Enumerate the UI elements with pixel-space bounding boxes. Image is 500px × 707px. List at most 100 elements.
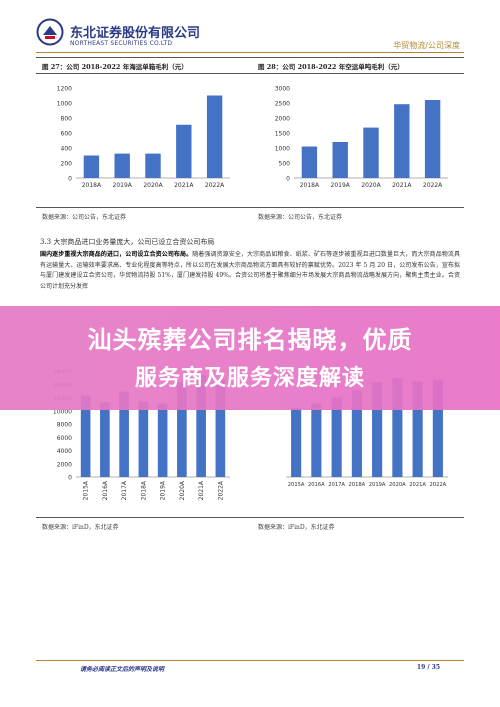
y-tick-label: 800 xyxy=(61,116,73,123)
x-tick-label: 2018A xyxy=(140,480,147,500)
bar xyxy=(301,146,318,178)
y-tick-label: 200 xyxy=(61,161,73,168)
x-tick-label: 2019A xyxy=(113,182,133,189)
bar xyxy=(331,397,342,477)
x-tick-label: 2019A xyxy=(160,480,167,500)
x-tick-label: 2017A xyxy=(328,482,345,488)
x-tick-label: 2016A xyxy=(102,480,109,500)
x-tick-label: 2020A xyxy=(143,182,163,189)
fig27-source: 数据来源：公司公告，东北证券 xyxy=(42,214,127,221)
x-tick-label: 2020A xyxy=(361,182,381,189)
chart-fig28-svg: 0 500 1000 1500 2000 2500 3000 2018A 2019A 2020A 2… xyxy=(275,86,448,189)
report-category: 华贸物流/公司深度 xyxy=(393,41,460,50)
bar xyxy=(372,382,383,477)
x-tick-label: 2018A xyxy=(300,182,320,189)
company-name-cn: 东北证券股份有限公司 xyxy=(70,26,201,41)
header-divider xyxy=(36,52,464,53)
fig28-source: 数据来源：公司公告，东北证券 xyxy=(258,214,343,221)
y-tick-label: 0 xyxy=(68,475,72,482)
bar xyxy=(392,378,403,477)
x-tick-label: 2020A xyxy=(389,482,406,488)
y-tick-label: 1000 xyxy=(275,146,290,153)
x-tick-label: 2019A xyxy=(331,182,351,189)
bar xyxy=(83,155,100,178)
bar xyxy=(332,142,348,178)
footer-disclaimer: 请务必阅读正文后的声明及说明 xyxy=(80,666,165,673)
chart-fig29-svg: 0200040006000800010000120001400016000201… xyxy=(53,369,230,500)
y-tick-label: 1000 xyxy=(57,101,72,108)
bar xyxy=(157,403,168,477)
x-tick-label: 2015A xyxy=(288,482,305,488)
bar xyxy=(196,374,206,477)
company-name-en: NORTHEAST SECURITIES CO.LTD xyxy=(70,40,173,47)
x-tick-label: 2021A xyxy=(392,182,412,189)
bar xyxy=(291,408,302,477)
chart-fig30: 2015A 2016A 2017A 2018A 2019A 2020A 2021A 2022A xyxy=(258,365,458,515)
y-tick-label: 1500 xyxy=(275,131,290,138)
section-heading: 3.3 大宗商品进口业务量庞大，公司已设立合资公司布局 xyxy=(40,238,215,246)
section-paragraph: 国内逐步重视大宗商品的进口，公司设立合资公司布局。随着强调资源安全，大宗商品如粮… xyxy=(40,250,460,292)
title-banner xyxy=(0,306,500,410)
bar xyxy=(412,381,423,477)
fig30-source: 数据来源：iFinD，东北证券 xyxy=(258,524,335,531)
figure-bottom-rule xyxy=(36,207,464,208)
x-tick-label: 2020A xyxy=(179,480,186,500)
footer-divider xyxy=(36,660,464,661)
paragraph-lead: 国内逐步重视大宗商品的进口，公司设立合资公司布局。 xyxy=(40,251,193,258)
bar xyxy=(394,104,410,178)
y-tick-label: 2000 xyxy=(275,116,290,123)
bar xyxy=(176,124,192,178)
chart-fig27: 0 200 400 600 800 1000 1200 2018A 2019A 2020A 2021… xyxy=(40,80,240,200)
x-tick-label: 2022A xyxy=(429,482,446,488)
banner-title-line2: 服务商及服务深度解读 xyxy=(134,366,365,391)
bar xyxy=(145,153,161,178)
x-tick-label: 2018A xyxy=(348,482,365,488)
x-tick-label: 2018A xyxy=(82,182,102,189)
banner-title-line1: 汕头殡葬公司排名揭晓，优质 xyxy=(87,326,413,354)
x-tick-label: 2019A xyxy=(369,482,386,488)
bar xyxy=(100,402,110,477)
x-tick-label: 2022A xyxy=(205,182,225,189)
bar xyxy=(215,379,226,477)
y-tick-label: 6000 xyxy=(57,435,72,442)
bar xyxy=(114,153,130,178)
x-tick-label: 2016A xyxy=(308,482,325,488)
y-tick-label: 400 xyxy=(61,146,73,153)
y-tick-label: 3000 xyxy=(275,86,290,93)
x-tick-label: 2021A xyxy=(174,182,194,189)
x-tick-label: 2021A xyxy=(198,480,205,500)
chart-fig27-svg: 0 200 400 600 800 1000 1200 2018A 2019A 2020A 2021… xyxy=(57,86,230,189)
figure2-bottom-rule xyxy=(36,517,464,518)
y-tick-label: 1200 xyxy=(57,86,72,93)
bar xyxy=(206,95,223,178)
y-tick-label: 4000 xyxy=(57,448,72,455)
bar xyxy=(119,391,129,477)
x-tick-label: 2022A xyxy=(217,480,224,500)
fig27-title: 图 27：公司 2018-2022 年海运单箱毛利（元） xyxy=(42,63,188,71)
chart-fig30-svg: 2015A 2016A 2017A 2018A 2019A 2020A 2021A 2022A xyxy=(286,378,448,488)
page-number: 19 / 35 xyxy=(416,664,440,671)
bar xyxy=(432,379,443,477)
bar xyxy=(363,127,379,178)
bar xyxy=(177,382,187,477)
y-tick-label: 500 xyxy=(279,161,291,168)
y-tick-label: 2000 xyxy=(57,461,72,468)
figure-top-rule xyxy=(36,57,464,58)
y-tick-label: 0 xyxy=(68,176,72,183)
chart-fig29: 0200040006000800010000120001400016000201… xyxy=(40,365,240,515)
fig28-title: 图 28：公司 2018-2022 年空运单吨毛利（元） xyxy=(258,63,404,71)
company-logo xyxy=(36,18,64,46)
y-tick-label: 0 xyxy=(286,176,290,183)
bar xyxy=(80,395,91,477)
x-tick-label: 2017A xyxy=(121,480,128,500)
chart-fig28: 0 500 1000 1500 2000 2500 3000 2018A 2019A 2020A 2… xyxy=(258,80,458,200)
figure-title-rule xyxy=(36,73,464,74)
bar xyxy=(424,100,441,178)
bar xyxy=(138,401,149,477)
x-tick-label: 2015A xyxy=(83,480,90,500)
bar xyxy=(351,390,362,477)
y-tick-label: 600 xyxy=(61,131,73,138)
x-tick-label: 2022A xyxy=(423,182,443,189)
y-tick-label: 8000 xyxy=(57,422,72,429)
y-tick-label: 2500 xyxy=(275,101,290,108)
